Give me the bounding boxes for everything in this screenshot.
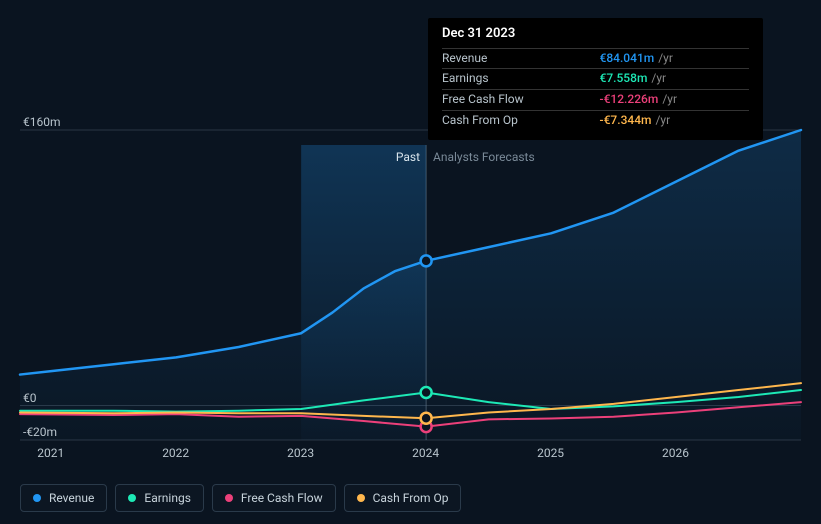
tooltip-row-unit: /yr <box>651 113 670 127</box>
legend: Revenue Earnings Free Cash Flow Cash From O… <box>20 484 461 512</box>
x-axis-label: 2025 <box>537 446 564 460</box>
tooltip-row: Earnings€7.558m/yr <box>442 69 749 90</box>
tooltip-row-value: €84.041m <box>600 51 655 65</box>
tooltip-row: Cash From Op-€7.344m/yr <box>442 110 749 130</box>
tooltip-row: Revenue€84.041m/yr <box>442 48 749 69</box>
legend-item-label: Revenue <box>49 491 94 505</box>
tooltip-row-label: Revenue <box>442 48 600 69</box>
tooltip-row-unit: /yr <box>647 71 666 85</box>
x-axis-label: 2023 <box>287 446 314 460</box>
legend-item-label: Cash From Op <box>373 491 449 505</box>
tooltip-row-label: Cash From Op <box>442 110 600 130</box>
tooltip-row-value: €7.558m <box>600 71 648 85</box>
legend-item-cash-from-op[interactable]: Cash From Op <box>344 484 462 512</box>
tooltip-row-value: -€12.226m <box>600 92 659 106</box>
x-axis-label: 2021 <box>37 446 64 460</box>
tooltip-row-label: Free Cash Flow <box>442 90 600 111</box>
tooltip-row-label: Earnings <box>442 69 600 90</box>
x-axis-label: 2026 <box>662 446 689 460</box>
tooltip-row-value: -€7.344m <box>600 113 652 127</box>
legend-dot-icon <box>225 494 233 502</box>
y-axis-label: €0 <box>23 391 37 405</box>
y-axis-label: €160m <box>23 115 61 129</box>
label-past: Past <box>300 150 420 164</box>
legend-dot-icon <box>33 494 41 502</box>
legend-item-earnings[interactable]: Earnings <box>115 484 204 512</box>
label-forecast: Analysts Forecasts <box>433 150 535 164</box>
x-axis-label: 2024 <box>412 446 439 460</box>
tooltip-date: Dec 31 2023 <box>442 26 749 48</box>
legend-item-label: Earnings <box>144 491 191 505</box>
legend-item-label: Free Cash Flow <box>241 491 323 505</box>
tooltip-row: Free Cash Flow-€12.226m/yr <box>442 90 749 111</box>
legend-dot-icon <box>128 494 136 502</box>
legend-item-free-cash-flow[interactable]: Free Cash Flow <box>212 484 336 512</box>
x-axis-label: 2022 <box>162 446 189 460</box>
y-axis-label: -€20m <box>23 425 57 439</box>
chart-container: Past Analysts Forecasts Dec 31 2023 Reve… <box>0 0 821 524</box>
tooltip: Dec 31 2023 Revenue€84.041m/yrEarnings€7… <box>428 18 763 140</box>
tooltip-row-unit: /yr <box>658 92 677 106</box>
legend-dot-icon <box>357 494 365 502</box>
legend-item-revenue[interactable]: Revenue <box>20 484 107 512</box>
tooltip-row-unit: /yr <box>654 51 673 65</box>
